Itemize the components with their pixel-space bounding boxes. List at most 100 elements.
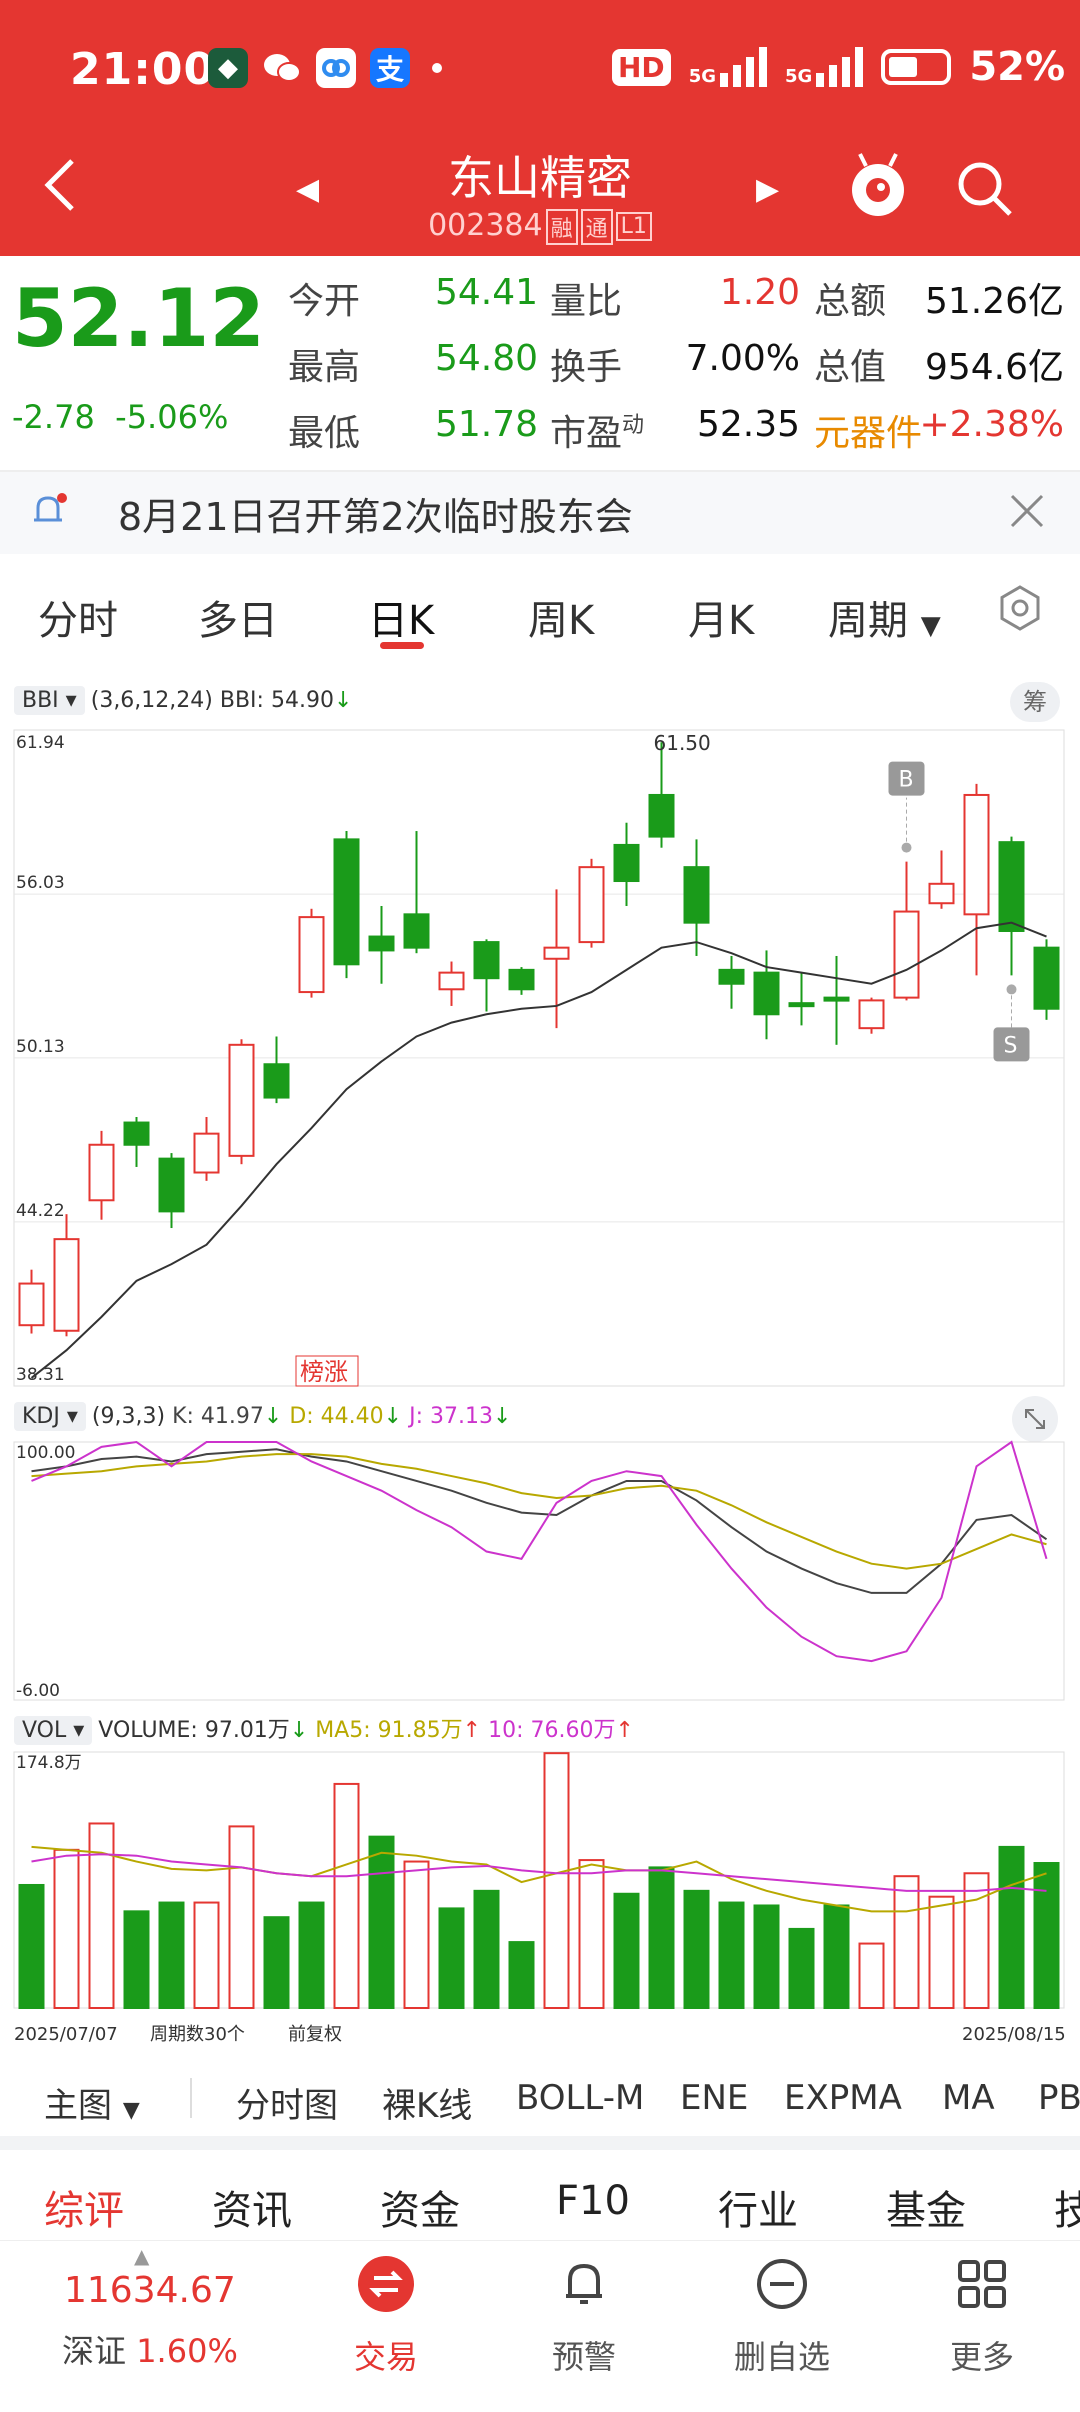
battery-icon	[881, 49, 952, 85]
volume-bar	[683, 1889, 710, 2009]
volume-bar	[368, 1835, 395, 2010]
vol-selector[interactable]: VOL ▾	[14, 1716, 93, 1745]
volume-bar	[578, 1859, 605, 2010]
tag-rong: 融	[545, 208, 578, 245]
prev-stock-button[interactable]: ◀	[296, 172, 320, 207]
mascot-icon	[852, 153, 904, 216]
chart-settings-button[interactable]	[996, 584, 1044, 636]
nav-trade[interactable]: 交易	[353, 2338, 418, 2376]
expand-button[interactable]	[1012, 1396, 1058, 1442]
candle-body	[963, 793, 990, 916]
stock-name: 东山精密	[448, 151, 632, 205]
candle-body	[648, 793, 675, 838]
candle-body	[718, 968, 745, 985]
sell-marker	[993, 1027, 1030, 1062]
kline-chart-area[interactable]: 61.94 56.03 50.13 44.22 38.31 61.50 B S 榜涨 100.0…	[0, 0, 1080, 2060]
tab-jijin[interactable]: 基金	[886, 2188, 966, 2234]
tab-zijin[interactable]: 资金	[380, 2188, 460, 2234]
tag-l1: L1	[615, 212, 652, 241]
chevron-down-icon: ▼	[122, 2098, 140, 2123]
candle-body	[543, 946, 570, 960]
status-notification-icons: ◆ 支	[208, 48, 442, 88]
mascot-button[interactable]	[846, 150, 910, 224]
tab-zongping[interactable]: 综评	[44, 2188, 124, 2234]
back-button[interactable]	[30, 150, 90, 220]
buy-marker-dot	[901, 842, 912, 853]
more-dot-icon	[432, 63, 442, 73]
volume-panel: 174.8万 2025/07/07 周期数30个 前复权 2025/08/15	[13, 1751, 1066, 2045]
volume-bar	[963, 1872, 990, 2010]
kdj-selector[interactable]: KDJ ▾	[14, 1402, 86, 1431]
candle-body	[438, 971, 465, 991]
main-chart-selector[interactable]: 主图 ▼	[44, 2086, 140, 2126]
menu-ma[interactable]: MA	[942, 2078, 995, 2118]
chip-distribution-button[interactable]: 筹	[1010, 682, 1060, 722]
tab-zhouk[interactable]: 周K	[528, 598, 595, 644]
tab-hangye[interactable]: 行业	[718, 2188, 798, 2234]
menu-pbx[interactable]: PBX	[1038, 2078, 1080, 2118]
menu-luokxian[interactable]: 裸K线	[382, 2086, 473, 2126]
candle-body	[18, 1282, 45, 1327]
quote-panel	[0, 256, 1080, 470]
candle-body	[578, 866, 605, 944]
hd-icon: HD	[612, 48, 671, 86]
remove-watchlist-icon	[754, 2256, 810, 2316]
quote-value: 954.6亿	[924, 347, 1064, 388]
volume-bar	[158, 1901, 185, 2010]
candle-body	[263, 1063, 290, 1099]
close-notice-button[interactable]	[1006, 490, 1048, 536]
candle-body	[613, 843, 640, 883]
volume-bar	[788, 1927, 815, 2009]
candle-body	[858, 999, 885, 1030]
tag-tong: 通	[580, 208, 613, 245]
nav-more[interactable]: 更多	[949, 2338, 1014, 2376]
x-tick-period-count: 周期数30个	[150, 2024, 245, 2045]
menu-expma[interactable]: EXPMA	[784, 2078, 902, 2118]
grid-icon	[954, 2256, 1010, 2316]
y-tick-label: 38.31	[16, 1365, 65, 1385]
status-time: 21:00	[70, 44, 216, 95]
y-tick-label: 61.94	[16, 733, 65, 753]
notice-banner[interactable]	[0, 470, 1080, 554]
signal-5g-icon: 5G	[689, 47, 767, 87]
volume-bar	[893, 1875, 920, 2010]
candle-body	[403, 913, 430, 949]
kdj-line-j	[31, 1440, 1048, 1663]
quote-label-sup: 动	[622, 413, 645, 438]
tab-more-truncated[interactable]: 技	[1054, 2188, 1080, 2234]
candle-body	[473, 941, 500, 980]
menu-boll-m[interactable]: BOLL-M	[516, 2078, 645, 2118]
index-value[interactable]: 11634.67	[64, 2270, 236, 2311]
tab-yuek[interactable]: 月K	[688, 598, 755, 644]
tab-zhouqi[interactable]: 周期 ▼	[828, 598, 941, 644]
x-tick-adjust: 前复权	[288, 2024, 342, 2045]
index-row[interactable]: 深证 1.60%	[62, 2332, 238, 2370]
menu-ene[interactable]: ENE	[680, 2078, 749, 2118]
tab-zixun[interactable]: 资讯	[212, 2188, 292, 2234]
nav-alert[interactable]: 预警	[551, 2338, 616, 2376]
bbi-line	[30, 921, 1047, 1379]
menu-fenshitu[interactable]: 分时图	[236, 2086, 338, 2126]
volume-bar	[438, 1907, 465, 2009]
y-tick-label: 50.13	[16, 1037, 65, 1057]
nav-remove-watchlist[interactable]: 删自选	[733, 2338, 830, 2376]
tab-rik[interactable]: 日K	[368, 598, 435, 644]
kdj-line-d	[31, 1453, 1047, 1570]
kdj-tick-label: -6.00	[16, 1681, 60, 1701]
volume-bar	[648, 1866, 675, 2009]
stock-code-row: 002384 融通 L1	[0, 208, 1080, 245]
quote-value: 51.78	[434, 404, 538, 445]
search-icon	[958, 162, 1012, 216]
peak-label: 61.50	[654, 731, 711, 755]
bbi-legend: BBI ▾ (3,6,12,24) BBI: 54.90↓	[14, 686, 352, 715]
kdj-line-k	[31, 1448, 1048, 1594]
kdj-panel: 100.00 -6.00	[13, 1440, 1065, 1701]
next-stock-button[interactable]: ▶	[756, 172, 780, 207]
tab-fenshi[interactable]: 分时	[38, 598, 118, 644]
stock-code: 002384	[428, 208, 543, 243]
candle-body	[123, 1121, 150, 1146]
search-button[interactable]	[954, 158, 1014, 222]
tab-duori[interactable]: 多日	[198, 598, 278, 644]
tab-f10[interactable]: F10	[556, 2178, 630, 2224]
bbi-selector[interactable]: BBI ▾	[14, 686, 85, 715]
